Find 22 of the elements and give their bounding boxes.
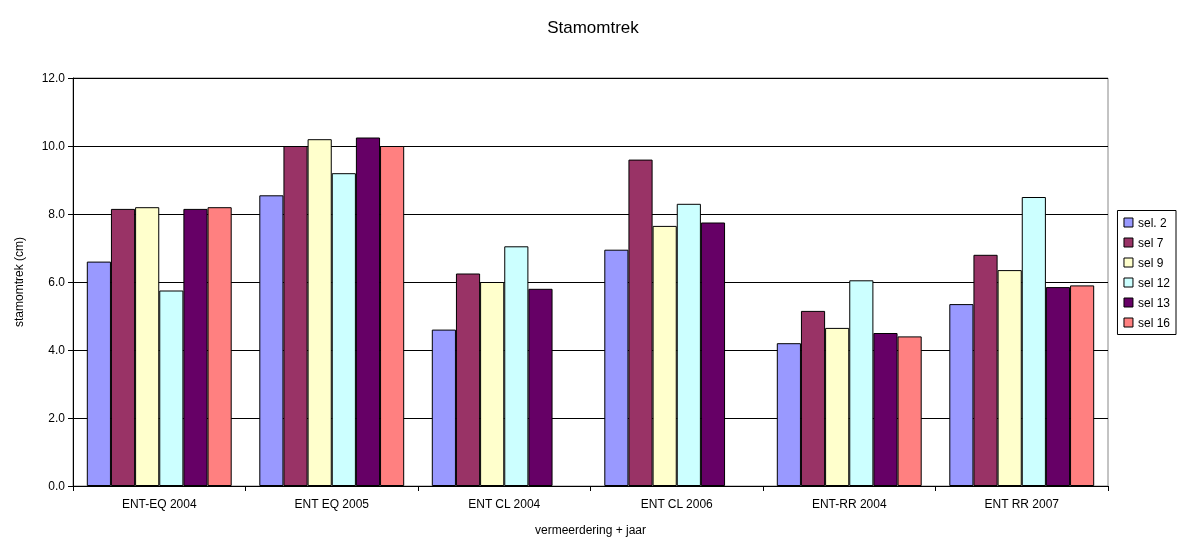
x-tick-label: ENT CL 2004 xyxy=(468,497,541,511)
y-tick-label: 6.0 xyxy=(48,275,66,289)
x-tick-label: ENT CL 2006 xyxy=(640,497,714,511)
legend-label: sel 7 xyxy=(1137,235,1164,250)
y-tick-label: 0.0 xyxy=(48,479,66,493)
x-tick-label: ENT-EQ 2004 xyxy=(121,497,197,511)
chart-title: Stamomtrek xyxy=(547,18,640,37)
legend-label: sel. 2 xyxy=(1137,215,1167,230)
y-tick-label: 12.0 xyxy=(41,71,66,85)
legend-label: sel 13 xyxy=(1137,295,1171,310)
y-axis-title: stamomtrek (cm) xyxy=(12,237,26,327)
legend-label: sel 9 xyxy=(1137,255,1164,270)
y-tick-label: 8.0 xyxy=(48,207,66,221)
legend-label: sel 16 xyxy=(1137,315,1171,330)
legend-label: sel 12 xyxy=(1137,275,1171,290)
x-axis-title: vermeerdering + jaar xyxy=(534,523,647,537)
x-tick-label: ENT RR 2007 xyxy=(984,497,1060,511)
y-tick-label: 2.0 xyxy=(48,411,66,425)
y-tick-label: 4.0 xyxy=(48,343,66,357)
x-tick-label: ENT EQ 2005 xyxy=(294,497,370,511)
y-tick-label: 10.0 xyxy=(41,139,66,153)
x-tick-label: ENT-RR 2004 xyxy=(811,497,887,511)
